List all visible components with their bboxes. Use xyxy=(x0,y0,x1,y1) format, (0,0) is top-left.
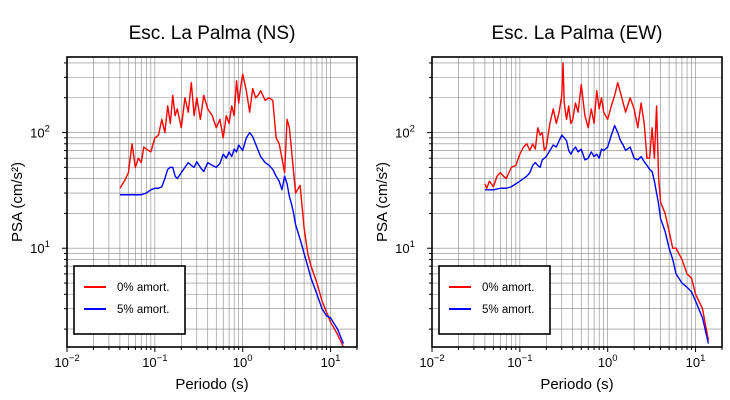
plot-frame xyxy=(431,56,723,348)
series-line-1 xyxy=(119,131,345,344)
x-tick-label: 10−2 xyxy=(419,353,444,370)
y-axis-label: PSA (cm/s²) xyxy=(9,162,26,242)
x-axis-label: Periodo (s) xyxy=(175,376,248,393)
y-tick-label: 102 xyxy=(30,124,50,141)
y-tick-label: 101 xyxy=(30,239,50,256)
legend: 0% amort. 5% amort. xyxy=(438,265,551,335)
chart-title: Esc. La Palma (EW) xyxy=(491,23,662,44)
x-tick-label: 100 xyxy=(233,353,253,370)
chart-panel-0: 10−2 10−1 100 101 101 102 Esc. La Palma (NS) Pe… xyxy=(9,23,358,393)
x-tick-label: 101 xyxy=(686,353,706,370)
legend-box xyxy=(73,265,186,335)
x-tick-label: 10−1 xyxy=(507,353,532,370)
plot-frame xyxy=(66,56,358,348)
legend: 0% amort. 5% amort. xyxy=(73,265,186,335)
chart-panel-1: 10−2 10−1 100 101 101 102 Esc. La Palma (EW) Pe… xyxy=(374,23,723,393)
x-tick-label: 100 xyxy=(598,353,618,370)
series-line-0 xyxy=(484,62,710,341)
x-tick-label: 10−1 xyxy=(142,353,167,370)
y-tick-label: 101 xyxy=(395,239,415,256)
legend-box xyxy=(438,265,551,335)
chart-title: Esc. La Palma (NS) xyxy=(129,23,296,44)
series-line-0 xyxy=(119,73,345,347)
series-line-1 xyxy=(484,124,710,344)
y-axis-label: PSA (cm/s²) xyxy=(374,162,391,242)
y-tick-label: 102 xyxy=(395,124,415,141)
grid-lines xyxy=(66,57,358,347)
legend-label-1: 5% amort. xyxy=(117,304,169,316)
legend-label-0: 0% amort. xyxy=(117,282,169,294)
legend-label-1: 5% amort. xyxy=(482,304,534,316)
legend-label-0: 0% amort. xyxy=(482,282,534,294)
x-tick-label: 10−2 xyxy=(54,353,79,370)
x-tick-label: 101 xyxy=(321,353,341,370)
x-axis-label: Periodo (s) xyxy=(540,376,613,393)
